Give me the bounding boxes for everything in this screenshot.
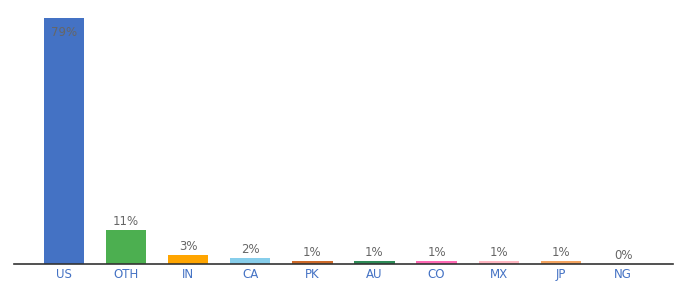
Bar (292, 261, 333, 264)
Bar (230, 258, 271, 264)
Bar (105, 230, 146, 264)
Bar (354, 261, 394, 264)
Text: 1%: 1% (551, 246, 571, 259)
Text: 1%: 1% (427, 246, 446, 259)
Bar (44, 18, 84, 264)
Bar (541, 261, 581, 264)
Bar (416, 261, 457, 264)
Text: 79%: 79% (51, 26, 77, 39)
Text: 2%: 2% (241, 243, 260, 256)
Text: 11%: 11% (113, 215, 139, 228)
Text: 1%: 1% (365, 246, 384, 259)
Text: 1%: 1% (490, 246, 508, 259)
Bar (479, 261, 519, 264)
Text: 1%: 1% (303, 246, 322, 259)
Text: 0%: 0% (614, 249, 632, 262)
Bar (168, 255, 208, 264)
Text: 3%: 3% (179, 240, 197, 253)
